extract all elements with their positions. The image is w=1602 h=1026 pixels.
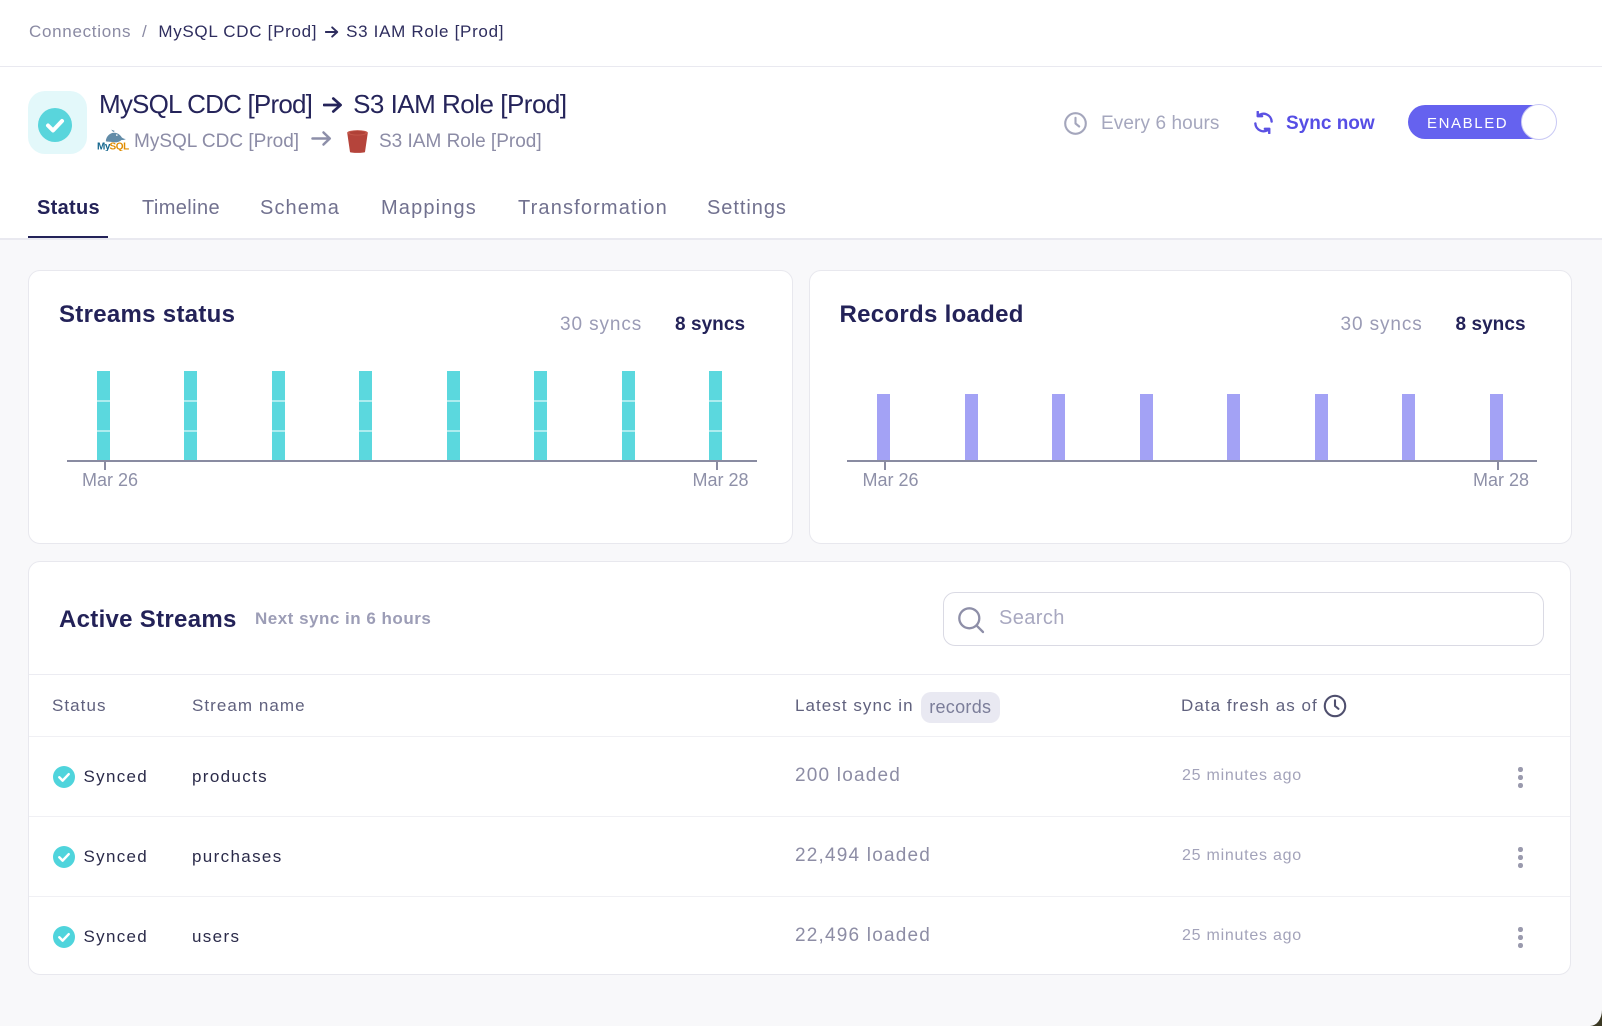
svg-text:SQL: SQL: [110, 142, 130, 152]
svg-text:My: My: [97, 142, 111, 152]
